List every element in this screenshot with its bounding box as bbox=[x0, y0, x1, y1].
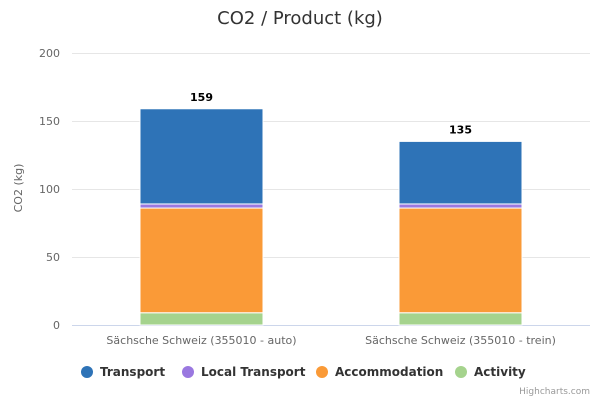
credits-text[interactable]: Highcharts.com bbox=[519, 387, 590, 397]
y-tick-labels: 0 50 100 150 200 bbox=[39, 47, 60, 332]
x-tick-labels: Sächsche Schweiz (355010 - auto) Sächsche… bbox=[106, 334, 555, 347]
legend-label: Activity bbox=[474, 365, 526, 379]
bar-segment[interactable] bbox=[139, 203, 264, 209]
x-tick-label: Sächsche Schweiz (355010 - trein) bbox=[365, 334, 556, 347]
bar-segment[interactable] bbox=[139, 108, 264, 205]
bar-segment[interactable] bbox=[398, 312, 523, 326]
chart-title: CO2 / Product (kg) bbox=[217, 8, 383, 29]
y-axis-label: CO2 (kg) bbox=[12, 164, 25, 213]
legend-label: Transport bbox=[100, 365, 165, 379]
legend-marker bbox=[182, 366, 194, 378]
legend-label: Accommodation bbox=[335, 365, 443, 379]
legend-marker bbox=[81, 366, 93, 378]
bar-segment[interactable] bbox=[398, 207, 523, 314]
bar-segment[interactable] bbox=[398, 203, 523, 209]
total-label: 135 bbox=[449, 123, 472, 136]
legend-item[interactable]: Transport bbox=[81, 365, 165, 379]
total-label: 159 bbox=[190, 91, 213, 104]
y-tick-label: 150 bbox=[39, 115, 60, 128]
y-tick-label: 0 bbox=[53, 319, 60, 332]
legend-label: Local Transport bbox=[201, 365, 306, 379]
y-tick-label: 100 bbox=[39, 183, 60, 196]
legend: Transport Local Transport Accommodation Act… bbox=[81, 365, 526, 379]
legend-item[interactable]: Local Transport bbox=[182, 365, 306, 379]
bar-segment[interactable] bbox=[139, 207, 264, 314]
bar-stacks bbox=[139, 108, 523, 326]
bar-segment[interactable] bbox=[139, 312, 264, 326]
legend-item[interactable]: Accommodation bbox=[316, 365, 443, 379]
legend-item[interactable]: Activity bbox=[455, 365, 526, 379]
x-tick-label: Sächsche Schweiz (355010 - auto) bbox=[106, 334, 296, 347]
bar-segment[interactable] bbox=[398, 140, 523, 205]
y-tick-label: 50 bbox=[46, 251, 60, 264]
total-labels: 159 135 bbox=[190, 91, 472, 137]
legend-marker bbox=[455, 366, 467, 378]
y-tick-label: 200 bbox=[39, 47, 60, 60]
legend-marker bbox=[316, 366, 328, 378]
